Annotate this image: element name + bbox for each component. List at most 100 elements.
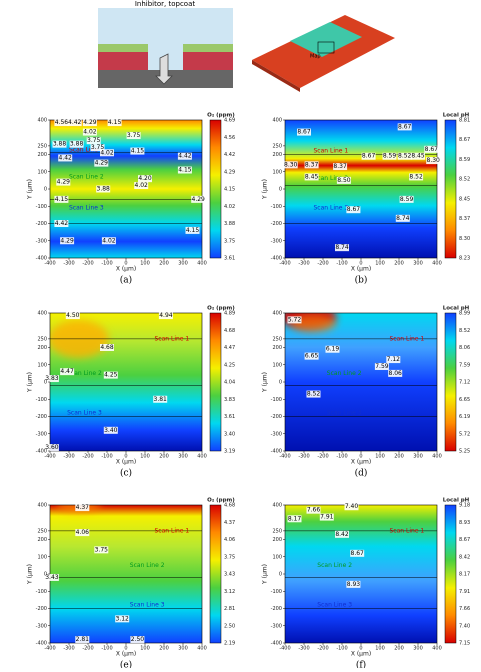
x-axis-label: X (μm) xyxy=(116,459,136,466)
schematic: Inhibitor, topcoat Map xyxy=(98,0,395,92)
panel-caption: (f) xyxy=(356,660,366,669)
value-box xyxy=(54,195,69,203)
contour-value: 4.94 xyxy=(159,312,173,319)
y-tick-label: -100 xyxy=(271,204,282,210)
map-label: Map xyxy=(310,54,321,60)
scan-line-label: Scan Line 1 xyxy=(155,527,190,534)
x-tick-label: -300 xyxy=(298,646,309,652)
contour-value: 8.52 xyxy=(398,153,412,160)
value-box xyxy=(82,119,97,127)
colorbar-tick-label: 8.67 xyxy=(459,537,470,543)
x-tick-label: -400 xyxy=(44,261,55,267)
contour-value: 4.02 xyxy=(135,182,149,189)
value-box xyxy=(130,636,145,644)
y-tick-label: 250 xyxy=(272,143,282,149)
value-box xyxy=(54,119,69,127)
x-tick-label: -100 xyxy=(336,646,347,652)
contour-value: 8.50 xyxy=(337,177,351,184)
x-tick-label: -300 xyxy=(298,261,309,267)
contour-value: 3.75 xyxy=(87,137,101,144)
x-tick-label: 100 xyxy=(140,454,150,460)
colorbar-tick-label: 8.30 xyxy=(459,236,470,242)
colorbar xyxy=(209,504,222,644)
x-tick-label: 200 xyxy=(159,646,169,652)
contour-value: 6.65 xyxy=(305,353,319,360)
contour-value: 4.02 xyxy=(102,237,116,244)
contour-value: 4.56 xyxy=(55,119,69,126)
x-tick-label: 200 xyxy=(394,646,404,652)
x-tick-label: 200 xyxy=(159,261,169,267)
scan-line-label: Scan Line 1 xyxy=(390,527,425,534)
panel: Scan Line 1 Scan Line 2 Scan Line 3 5.72 6.1… xyxy=(262,306,471,479)
y-tick-label: 400 xyxy=(272,118,282,124)
contour-value: 8.17 xyxy=(288,515,302,522)
value-box xyxy=(52,140,67,148)
value-box xyxy=(103,371,118,379)
colorbar-tick-label: 4.68 xyxy=(224,503,235,509)
y-tick-label: 0 xyxy=(279,380,282,386)
contour-region xyxy=(290,314,337,332)
panel-caption: (b) xyxy=(355,275,368,286)
topcoat xyxy=(98,44,148,52)
value-box xyxy=(399,195,414,203)
y-tick-label: -200 xyxy=(271,221,282,227)
colorbar-tick-label: 4.02 xyxy=(224,204,235,210)
value-box xyxy=(306,506,321,514)
value-box xyxy=(153,395,168,403)
x-tick-label: -400 xyxy=(44,646,55,652)
colorbar-tick-label: 7.59 xyxy=(459,362,470,368)
x-tick-label: -300 xyxy=(63,646,74,652)
value-box xyxy=(336,176,351,184)
y-tick-label: 100 xyxy=(37,362,47,368)
x-tick-label: -200 xyxy=(82,261,93,267)
y-tick-label: -400 xyxy=(36,641,47,647)
x-tick-label: 100 xyxy=(140,261,150,267)
x-tick-label: 0 xyxy=(124,261,127,267)
x-tick-label: 400 xyxy=(197,261,207,267)
value-box xyxy=(138,175,152,183)
map-box xyxy=(317,41,335,54)
y-axis-label: Y (μm) xyxy=(27,179,34,200)
x-tick-label: 200 xyxy=(394,261,404,267)
scan-line-label: Scan Line 3 xyxy=(314,204,349,211)
scratch-strip xyxy=(290,22,362,57)
colorbar-tick-label: 7.91 xyxy=(459,589,470,595)
y-tick-label: 0 xyxy=(279,572,282,578)
y-tick-label: -100 xyxy=(36,589,47,595)
scan-line-label: Scan Line 1 xyxy=(314,148,349,155)
colorbar-tick-label: 4.89 xyxy=(224,311,235,317)
y-tick-label: 0 xyxy=(44,380,47,386)
scan-line-label: Scan Line 3 xyxy=(327,410,362,417)
value-box xyxy=(44,444,59,452)
panel-edge xyxy=(252,60,300,92)
y-tick-label: -300 xyxy=(271,431,282,437)
y-axis-label: Y (μm) xyxy=(262,179,269,200)
x-tick-label: 200 xyxy=(394,454,404,460)
contour-value: 4.29 xyxy=(57,179,71,186)
value-box xyxy=(346,206,361,214)
contour-value: 4.15 xyxy=(178,167,192,174)
value-box xyxy=(395,214,410,222)
colorbar-tick-label: 5.25 xyxy=(459,449,470,455)
scan-line-label: Scan Line 2 xyxy=(67,370,102,377)
value-box xyxy=(409,173,424,181)
contour-value: 8.06 xyxy=(389,370,403,377)
x-tick-label: 400 xyxy=(432,261,442,267)
x-tick-label: 100 xyxy=(140,646,150,652)
value-box xyxy=(344,503,359,511)
x-tick-label: 400 xyxy=(432,646,442,652)
colorbar-title: O₂ (ppm) xyxy=(207,113,235,119)
value-box xyxy=(283,161,298,169)
contour-value: 8.59 xyxy=(400,196,414,203)
y-tick-label: -300 xyxy=(36,238,47,244)
y-tick-label: 200 xyxy=(37,152,47,158)
x-axis-label: X (μm) xyxy=(116,651,136,658)
panel-caption: (d) xyxy=(355,468,368,479)
value-box xyxy=(325,345,340,353)
y-tick-label: -100 xyxy=(271,589,282,595)
contour-value: 8.42 xyxy=(335,531,349,538)
contour-value: 7.91 xyxy=(320,514,334,521)
colorbar-tick-label: 7.40 xyxy=(459,623,470,629)
